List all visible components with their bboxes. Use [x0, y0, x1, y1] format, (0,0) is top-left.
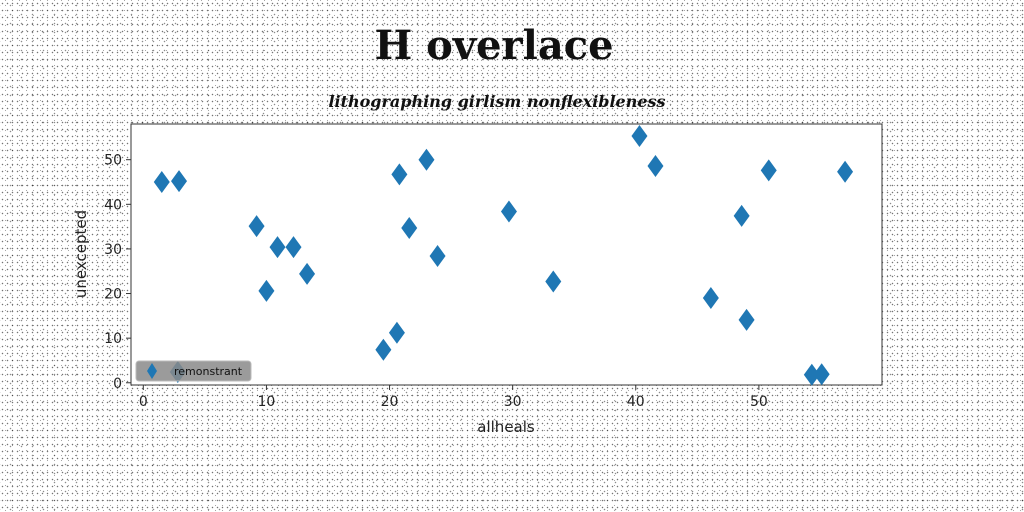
x-tick-label: 0: [139, 394, 148, 410]
y-tick-label: 0: [113, 376, 122, 392]
data-point: [647, 154, 664, 177]
x-tick-label: 20: [381, 394, 399, 410]
x-axis-label: allheals: [477, 418, 535, 436]
legend-label: remonstrant: [174, 365, 243, 378]
x-tick-label: 50: [750, 394, 768, 410]
y-tick-label: 50: [104, 153, 122, 169]
data-point: [738, 308, 755, 331]
y-tick-label: 30: [104, 242, 122, 258]
x-tick-label: 40: [627, 394, 645, 410]
data-point: [813, 363, 830, 386]
data-point: [299, 262, 316, 285]
data-point: [171, 170, 188, 193]
data-point: [500, 200, 517, 223]
data-point: [401, 216, 418, 239]
legend-box: [135, 360, 252, 382]
data-point: [631, 125, 648, 148]
x-axis-ticks: 0 10 20 30 40 50: [139, 385, 768, 410]
data-point: [545, 270, 562, 293]
y-tick-label: 10: [104, 331, 122, 347]
data-point: [248, 215, 265, 238]
data-point: [702, 287, 719, 309]
y-tick-label: 40: [104, 197, 122, 213]
x-tick-label: 10: [258, 394, 276, 410]
y-axis-label: unexcepted: [72, 210, 90, 298]
data-point: [391, 163, 408, 186]
data-point: [269, 236, 286, 259]
x-tick-label: 30: [504, 394, 522, 410]
legend-marker-icon: [147, 363, 157, 379]
data-point: [803, 363, 820, 386]
chart-subtitle: lithographing girlism nonflexibleness: [328, 92, 666, 111]
data-point: [153, 171, 170, 193]
plot-area: [130, 123, 883, 386]
data-point: [388, 321, 405, 344]
y-tick-label: 20: [104, 287, 122, 303]
data-point: [375, 338, 392, 361]
y-axis-ticks: 0 10 20 30 40 50: [104, 153, 131, 392]
data-point: [760, 159, 777, 182]
data-point: [418, 148, 435, 171]
chart-title: H overlace: [374, 22, 614, 69]
data-point: [429, 245, 446, 268]
data-point: [258, 279, 275, 302]
data-point: [733, 204, 750, 227]
legend: remonstrant: [135, 360, 252, 382]
data-point: [285, 236, 302, 259]
data-point: [837, 160, 854, 183]
